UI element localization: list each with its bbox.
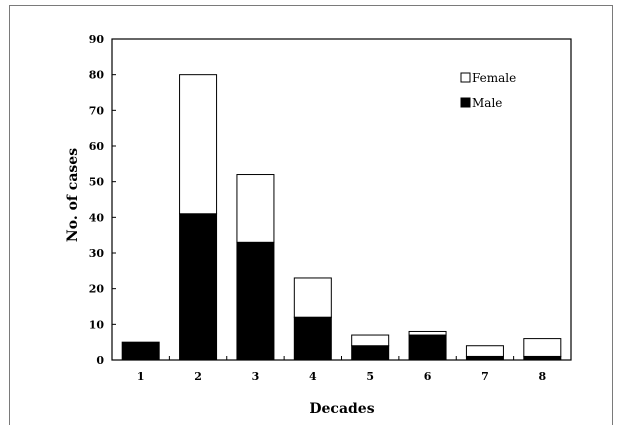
y-tick-label: 10	[89, 318, 105, 331]
bar-male-decade-3	[236, 241, 275, 361]
bar-female-decade-5	[351, 334, 390, 347]
y-tick-label: 60	[89, 140, 105, 153]
y-tick-label: 80	[89, 69, 105, 82]
x-tick-label: 7	[481, 370, 489, 383]
y-tick-label: 40	[89, 211, 105, 224]
bar-male-decade-2	[179, 213, 218, 361]
x-tick-label: 6	[424, 370, 432, 383]
bar-female-decade-7	[465, 345, 504, 357]
legend-label-male: Male	[472, 96, 502, 110]
y-tick-label: 70	[89, 104, 105, 117]
y-axis-title: No. of cases	[65, 148, 81, 242]
x-tick-label: 1	[137, 370, 145, 383]
bar-female-decade-3	[236, 174, 275, 243]
y-axis: 0 10 20 30 40 50 60 70 80 90	[89, 33, 116, 367]
legend-label-female: Female	[472, 71, 516, 85]
bar-female-decade-8	[523, 338, 562, 357]
x-tick-label: 5	[366, 370, 374, 383]
bar-female-decade-4	[293, 277, 332, 318]
chart-frame	[9, 5, 613, 425]
bar-male-decade-6	[408, 334, 447, 361]
bars-layer	[121, 74, 562, 361]
legend: Female Male	[460, 71, 516, 110]
bar-male-decade-4	[293, 316, 332, 361]
legend-swatch-female	[460, 72, 471, 83]
bar-male-decade-5	[351, 345, 390, 361]
x-tick-label: 4	[309, 370, 317, 383]
bar-male-decade-1	[121, 341, 160, 361]
y-tick-label: 0	[96, 354, 104, 367]
y-tick-label: 50	[89, 176, 105, 189]
x-tick-label: 2	[194, 370, 202, 383]
bar-female-decade-2	[179, 74, 218, 215]
bar-female-decade-6	[408, 330, 447, 336]
y-tick-label: 90	[89, 33, 105, 46]
x-tick-label: 3	[252, 370, 260, 383]
y-tick-label: 20	[89, 283, 105, 296]
x-axis-title: Decades	[309, 401, 374, 417]
y-tick-label: 30	[89, 247, 105, 260]
x-axis: 1 2 3 4 5 6 7 8	[137, 356, 546, 383]
x-tick-label: 8	[538, 370, 546, 383]
legend-swatch-male	[460, 97, 471, 108]
